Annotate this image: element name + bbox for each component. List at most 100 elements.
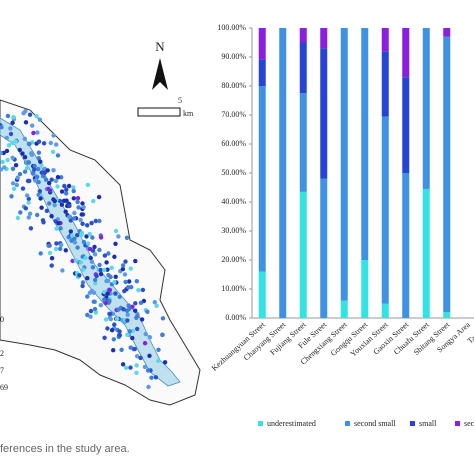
y-tick-label: 50.00% <box>221 168 246 177</box>
point <box>49 256 55 261</box>
point <box>58 226 63 231</box>
point <box>17 147 22 153</box>
point <box>122 272 128 277</box>
point <box>36 156 41 161</box>
point <box>27 112 33 117</box>
point <box>41 141 47 146</box>
bar-segment <box>361 28 369 260</box>
point <box>24 165 30 171</box>
point <box>64 198 69 203</box>
point <box>127 329 132 334</box>
point <box>36 166 41 172</box>
point <box>59 175 64 180</box>
point <box>124 235 130 240</box>
bar-segment <box>443 36 451 313</box>
point <box>26 141 32 147</box>
point <box>136 288 141 293</box>
point <box>123 279 128 285</box>
point <box>59 202 65 207</box>
point <box>55 153 61 158</box>
point <box>85 241 91 246</box>
point <box>97 262 102 268</box>
bar-segment <box>381 51 389 117</box>
point <box>116 234 121 239</box>
point <box>128 266 133 271</box>
point <box>119 347 124 352</box>
point <box>36 139 42 144</box>
point <box>107 287 113 293</box>
point <box>4 135 9 141</box>
point <box>133 308 138 313</box>
point <box>59 242 64 248</box>
point <box>117 329 122 334</box>
point <box>66 183 72 189</box>
point <box>75 196 81 201</box>
point <box>121 307 126 312</box>
point <box>109 328 115 333</box>
point <box>146 384 151 390</box>
point <box>31 130 36 136</box>
point <box>120 266 126 272</box>
point <box>90 235 95 240</box>
point <box>149 375 154 380</box>
point <box>63 191 69 196</box>
legend-swatch <box>345 421 350 426</box>
point <box>135 354 140 359</box>
point <box>10 155 15 160</box>
y-tick-label: 0.00% <box>225 313 246 322</box>
point <box>125 318 130 323</box>
point <box>88 314 93 319</box>
point <box>80 267 86 272</box>
point <box>127 279 132 284</box>
point <box>33 178 38 183</box>
point <box>87 231 92 237</box>
point <box>8 131 14 137</box>
point <box>92 306 98 312</box>
point <box>112 322 117 327</box>
legend-label: second small <box>354 419 396 428</box>
bar-segment <box>299 191 307 318</box>
point <box>30 123 35 128</box>
point <box>107 299 112 304</box>
point <box>0 125 4 130</box>
point <box>71 216 77 221</box>
point <box>84 234 89 239</box>
point <box>92 252 98 257</box>
point <box>25 193 30 198</box>
point <box>145 368 151 373</box>
point <box>22 155 28 160</box>
point <box>26 200 31 205</box>
point <box>43 177 49 182</box>
point <box>71 185 76 190</box>
point <box>85 312 90 318</box>
point <box>64 187 69 192</box>
point <box>60 268 65 273</box>
point <box>75 199 80 205</box>
point <box>6 143 12 148</box>
point <box>156 358 161 363</box>
point <box>80 201 85 206</box>
y-tick-label: 10.00% <box>221 284 246 293</box>
point <box>56 221 61 226</box>
y-tick-label: 90.00% <box>221 52 246 61</box>
point <box>134 279 139 284</box>
point <box>108 311 113 317</box>
scale-label: 5 <box>178 96 182 105</box>
bar-segment <box>361 260 369 318</box>
point <box>142 341 148 346</box>
point <box>15 215 21 221</box>
point <box>23 109 28 114</box>
point <box>116 307 121 312</box>
point <box>0 167 3 172</box>
point <box>85 182 91 188</box>
point <box>147 335 152 340</box>
bar-segment <box>340 300 348 318</box>
point <box>128 365 133 370</box>
point <box>68 218 73 223</box>
point <box>76 205 81 210</box>
point <box>120 362 126 367</box>
point <box>80 280 86 285</box>
point <box>29 151 34 156</box>
point <box>77 273 82 278</box>
point <box>5 113 11 119</box>
